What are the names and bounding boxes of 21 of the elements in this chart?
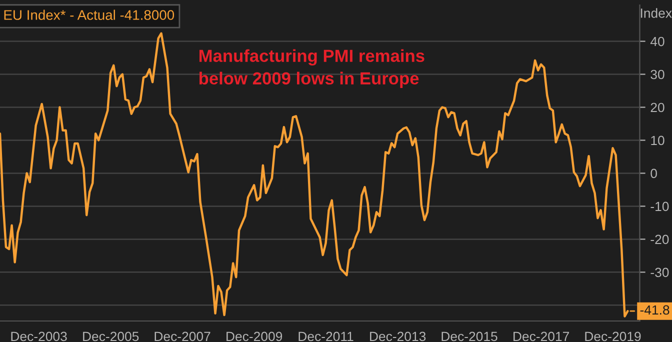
y-tick-label: 0 [650,168,657,178]
x-tick-label: Dec-2009 [226,332,282,342]
y-tick-label: 10 [651,136,664,146]
annotation: -41.8 [640,305,670,315]
x-tick-label: Dec-2019 [585,332,641,342]
x-tick-label: Dec-2005 [83,332,139,342]
x-tick-label: Dec-2015 [442,332,498,342]
x-tick-label: Dec-2013 [370,332,426,342]
annotation: Manufacturing PMI remains below 2009 lows in Europe [199,49,424,88]
x-tick-label: Dec-2017 [514,332,569,342]
x-tick-label: Dec-2011 [298,332,354,342]
y-tick-label: 40 [650,36,664,46]
y-tick-label: -10 [650,202,669,212]
y-axis-title: Index [640,8,672,18]
y-tick-label: 20 [650,102,664,112]
chart-title: EU Index* - Actual -41.8000 [4,10,174,20]
y-tick-label: -20 [650,234,669,244]
y-tick-label: -30 [650,268,669,278]
x-tick-label: Dec-2003 [11,332,67,342]
y-tick-label: 30 [650,70,664,80]
x-tick-label: Dec-2007 [154,332,210,342]
